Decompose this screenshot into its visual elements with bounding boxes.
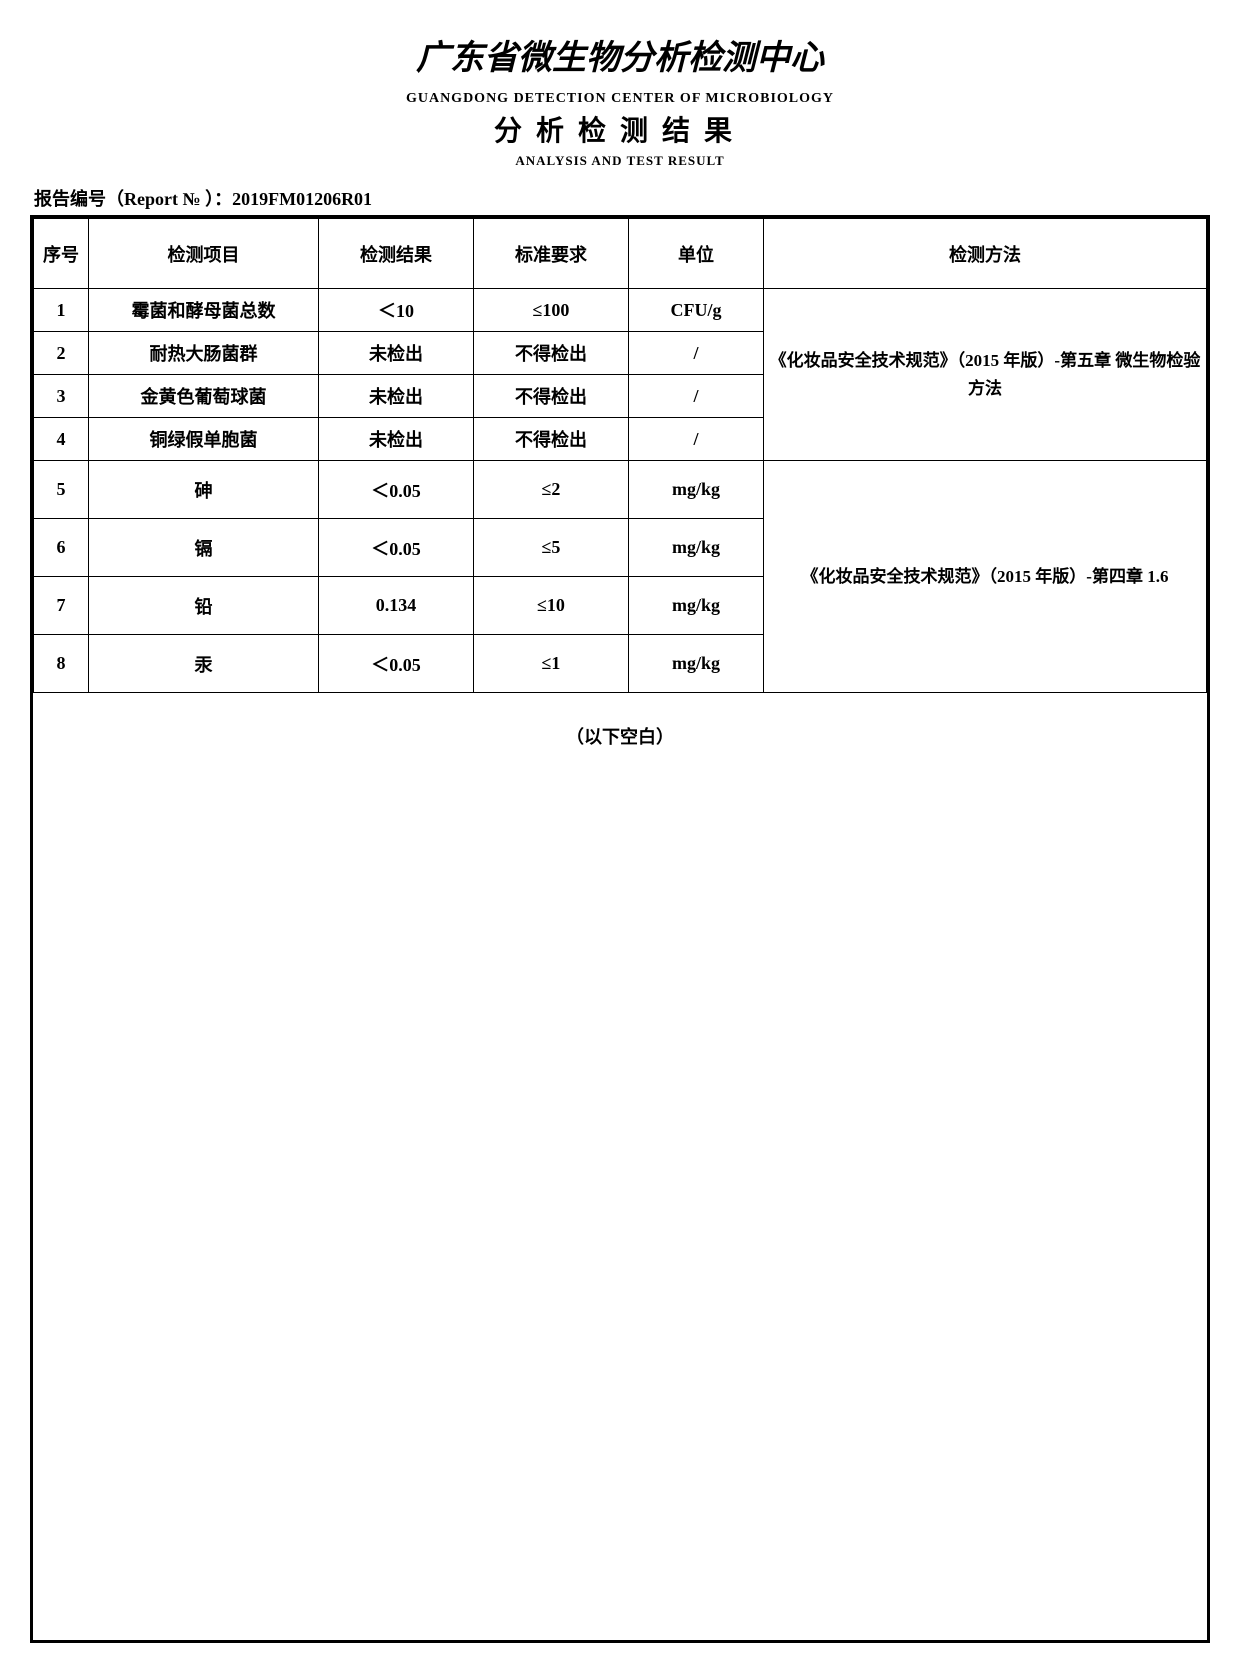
- report-number-line: 报告编号（Report № ）：2019FM01206R01: [30, 185, 1210, 211]
- cell-req: 不得检出: [474, 418, 629, 461]
- cell-seq: 7: [34, 577, 89, 635]
- results-table-wrap: 序号 检测项目 检测结果 标准要求 单位 检测方法 1 霉菌和酵母菌总数 ＜10…: [30, 215, 1210, 693]
- cell-unit: mg/kg: [629, 635, 764, 693]
- cell-seq: 1: [34, 289, 89, 332]
- org-title: 广东省微生物分析检测中心: [30, 30, 1210, 79]
- blank-note: （以下空白）: [566, 727, 674, 747]
- cell-item: 砷: [89, 461, 319, 519]
- report-title-en: ANALYSIS AND TEST RESULT: [30, 153, 1210, 169]
- cell-item: 汞: [89, 635, 319, 693]
- cell-req: 不得检出: [474, 375, 629, 418]
- cell-seq: 4: [34, 418, 89, 461]
- cell-req: ≤10: [474, 577, 629, 635]
- cell-result: 未检出: [319, 375, 474, 418]
- col-unit: 单位: [629, 219, 764, 289]
- cell-unit: /: [629, 375, 764, 418]
- col-requirement: 标准要求: [474, 219, 629, 289]
- cell-unit: mg/kg: [629, 519, 764, 577]
- cell-req: 不得检出: [474, 332, 629, 375]
- cell-result: ＜0.05: [319, 519, 474, 577]
- org-subtitle-en: GUANGDONG DETECTION CENTER OF MICROBIOLO…: [30, 91, 1210, 107]
- cell-result: 未检出: [319, 418, 474, 461]
- cell-item: 金黄色葡萄球菌: [89, 375, 319, 418]
- cell-item: 霉菌和酵母菌总数: [89, 289, 319, 332]
- cell-method-group1: 《化妆品安全技术规范》（2015 年版）-第五章 微生物检验方法: [764, 289, 1207, 461]
- col-item: 检测项目: [89, 219, 319, 289]
- cell-item: 铜绿假单胞菌: [89, 418, 319, 461]
- cell-unit: mg/kg: [629, 577, 764, 635]
- table-header-row: 序号 检测项目 检测结果 标准要求 单位 检测方法: [34, 219, 1207, 289]
- blank-area: （以下空白）: [30, 693, 1210, 1643]
- cell-result: ＜10: [319, 289, 474, 332]
- col-seq: 序号: [34, 219, 89, 289]
- cell-seq: 2: [34, 332, 89, 375]
- cell-result: ＜0.05: [319, 461, 474, 519]
- report-number-value: 2019FM01206R01: [232, 189, 372, 209]
- cell-item: 镉: [89, 519, 319, 577]
- cell-unit: CFU/g: [629, 289, 764, 332]
- col-result: 检测结果: [319, 219, 474, 289]
- table-row: 1 霉菌和酵母菌总数 ＜10 ≤100 CFU/g 《化妆品安全技术规范》（20…: [34, 289, 1207, 332]
- cell-unit: mg/kg: [629, 461, 764, 519]
- cell-unit: /: [629, 418, 764, 461]
- cell-unit: /: [629, 332, 764, 375]
- col-method: 检测方法: [764, 219, 1207, 289]
- cell-req: ≤1: [474, 635, 629, 693]
- cell-result: 未检出: [319, 332, 474, 375]
- cell-seq: 5: [34, 461, 89, 519]
- table-row: 5 砷 ＜0.05 ≤2 mg/kg 《化妆品安全技术规范》（2015 年版）-…: [34, 461, 1207, 519]
- cell-req: ≤100: [474, 289, 629, 332]
- cell-req: ≤5: [474, 519, 629, 577]
- cell-method-group2: 《化妆品安全技术规范》（2015 年版）-第四章 1.6: [764, 461, 1207, 693]
- cell-req: ≤2: [474, 461, 629, 519]
- cell-result: ＜0.05: [319, 635, 474, 693]
- report-number-label: 报告编号（Report № ）：: [34, 189, 232, 209]
- results-table: 序号 检测项目 检测结果 标准要求 单位 检测方法 1 霉菌和酵母菌总数 ＜10…: [33, 218, 1207, 693]
- cell-seq: 8: [34, 635, 89, 693]
- cell-result: 0.134: [319, 577, 474, 635]
- cell-item: 耐热大肠菌群: [89, 332, 319, 375]
- cell-seq: 6: [34, 519, 89, 577]
- cell-seq: 3: [34, 375, 89, 418]
- report-title-cn: 分析检测结果: [30, 109, 1210, 149]
- cell-item: 铅: [89, 577, 319, 635]
